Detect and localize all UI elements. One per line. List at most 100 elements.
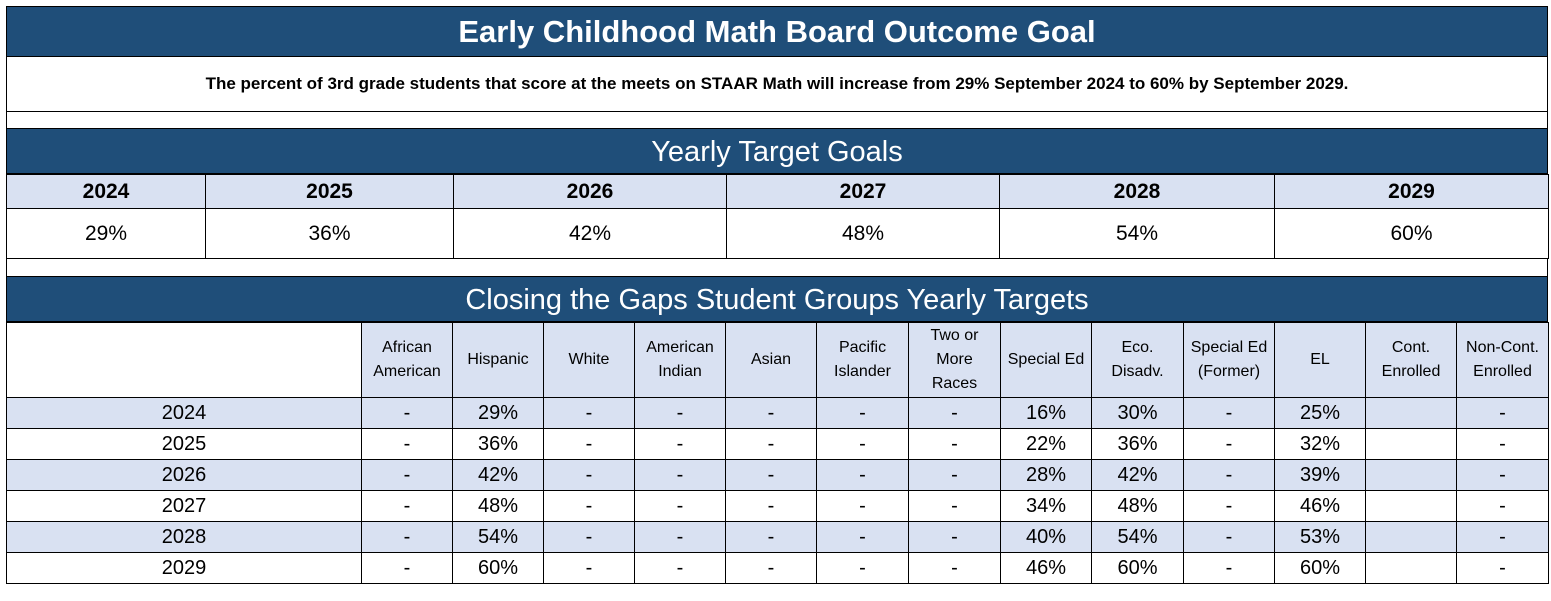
row-year: 2024 [6, 397, 362, 429]
group-target-cell: 46% [1274, 490, 1366, 522]
group-column-header-line: Hispanic [467, 351, 529, 368]
group-target-cell: - [816, 428, 909, 460]
group-target-cell: - [725, 490, 817, 522]
table-row: 2025-36% - - - - -22% 36% -32% - [6, 428, 1549, 460]
group-column-header-line: Special Ed [1007, 351, 1085, 368]
group-target-cell: - [725, 552, 817, 584]
group-target-cell: 22% [1000, 428, 1092, 460]
group-target-cell: 32% [1274, 428, 1366, 460]
group-target-cell: - [1183, 459, 1275, 491]
group-target-cell: - [634, 428, 726, 460]
group-column-header: Pacific Islander [816, 322, 909, 398]
row-year: 2025 [6, 428, 362, 460]
group-column-header-line: Indian [658, 363, 702, 380]
table-row: 2027-48% - - - - -34% 48% -46% - [6, 490, 1549, 522]
group-target-cell: - [725, 521, 817, 553]
group-target-cell: - [1456, 490, 1549, 522]
group-target-cell: 60% [452, 552, 544, 584]
group-column-header-line: EL [1310, 351, 1330, 368]
year-header: 2025 [205, 174, 454, 209]
group-target-cell [1365, 521, 1457, 553]
table-row: 2028-54% - - - - -40% 54% -53% - [6, 521, 1549, 553]
row-year: 2028 [6, 521, 362, 553]
group-target-cell: 40% [1000, 521, 1092, 553]
group-target-cell: 46% [1000, 552, 1092, 584]
group-column-header: African American [361, 322, 453, 398]
group-column-header-line: (Former) [1197, 363, 1261, 380]
group-target-cell: - [1456, 397, 1549, 429]
group-column-header: Special Ed [1000, 322, 1092, 398]
goal-statement: The percent of 3rd grade students that s… [6, 57, 1548, 111]
group-target-cell: - [543, 459, 635, 491]
group-header-blank [6, 322, 362, 398]
group-target-cell: - [634, 397, 726, 429]
group-target-cell: 54% [452, 521, 544, 553]
group-target-cell: - [634, 490, 726, 522]
row-year: 2027 [6, 490, 362, 522]
group-column-header-line: Enrolled [1473, 363, 1532, 380]
group-target-cell: - [634, 552, 726, 584]
group-column-header-line: American [373, 363, 441, 380]
group-target-cell: 34% [1000, 490, 1092, 522]
row-year: 2029 [6, 552, 362, 584]
group-target-cell: 30% [1091, 397, 1184, 429]
group-column-header: Hispanic [452, 322, 544, 398]
group-target-cell: - [908, 521, 1001, 553]
group-column-header-line: Non-Cont. [1466, 339, 1539, 356]
year-header: 2027 [726, 174, 1000, 209]
group-column-header: EL [1274, 322, 1366, 398]
spacer-row [6, 259, 1548, 276]
group-column-header: Two or More Races [908, 322, 1001, 398]
group-column-header-line: Cont. [1391, 339, 1431, 356]
group-column-header-line: American [646, 339, 714, 356]
group-target-cell: 42% [1091, 459, 1184, 491]
group-target-cell: - [361, 428, 453, 460]
group-target-cell: 28% [1000, 459, 1092, 491]
group-target-cell: - [543, 552, 635, 584]
group-column-header: Special Ed (Former) [1183, 322, 1275, 398]
group-target-cell: - [361, 397, 453, 429]
group-column-header-line: Races [931, 375, 978, 392]
group-column-header-line: More [936, 351, 973, 368]
group-target-cell: - [1456, 521, 1549, 553]
row-year: 2026 [6, 459, 362, 491]
yearly-targets-heading: Yearly Target Goals [6, 128, 1548, 174]
group-target-cell: - [1456, 552, 1549, 584]
group-column-header-line: Asian [750, 351, 792, 368]
table-row: 2029-60% - - - - -46% 60% -60% - [6, 552, 1549, 584]
group-target-cell: - [816, 521, 909, 553]
group-target-cell [1365, 428, 1457, 460]
year-target-value: 29% [6, 208, 206, 259]
group-target-cell: - [908, 428, 1001, 460]
year-target-value: 48% [726, 208, 1000, 259]
group-target-cell: 48% [1091, 490, 1184, 522]
table-row: 2024-29% - - - - -16% 30% -25% - [6, 397, 1549, 429]
group-column-header-line: Eco. [1121, 339, 1154, 356]
group-column-header: Asian [725, 322, 817, 398]
group-target-cell: 25% [1274, 397, 1366, 429]
group-column-header-line: Disadv. [1111, 363, 1164, 380]
group-target-cell [1365, 397, 1457, 429]
group-target-cell [1365, 490, 1457, 522]
group-target-cell [1365, 552, 1457, 584]
year-target-value: 42% [453, 208, 727, 259]
group-target-cell: - [361, 552, 453, 584]
group-target-cell: - [634, 459, 726, 491]
group-target-cell: - [816, 552, 909, 584]
group-target-cell: - [816, 459, 909, 491]
group-column-header-line: Two or [930, 327, 979, 344]
group-column-header-line: African [382, 339, 432, 356]
group-target-cell [1365, 459, 1457, 491]
group-target-cell: - [543, 521, 635, 553]
group-target-cell: 29% [452, 397, 544, 429]
spacer-row [6, 111, 1548, 128]
group-column-header-line: Islander [834, 363, 891, 380]
page-title: Early Childhood Math Board Outcome Goal [6, 6, 1548, 57]
group-target-cell: 36% [452, 428, 544, 460]
year-header: 2026 [453, 174, 727, 209]
group-target-cell: - [1183, 552, 1275, 584]
group-target-cell: 60% [1091, 552, 1184, 584]
group-target-cell: - [1456, 459, 1549, 491]
year-header: 2029 [1274, 174, 1549, 209]
year-target-value: 54% [999, 208, 1275, 259]
